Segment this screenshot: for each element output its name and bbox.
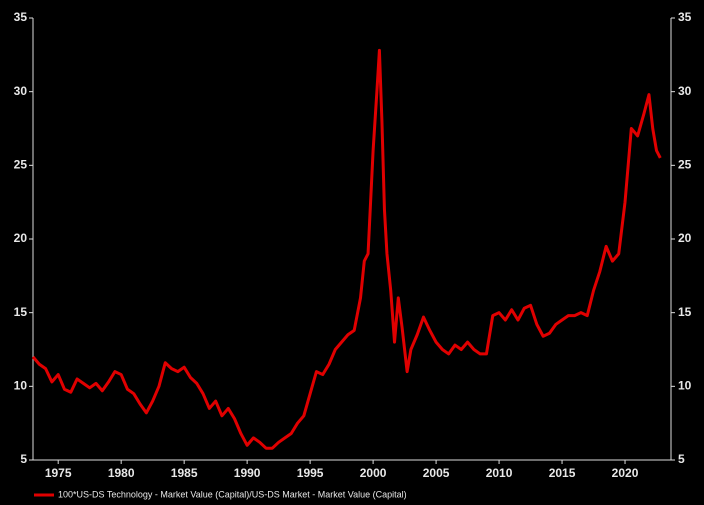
x-tick-label: 2020 — [612, 466, 639, 480]
legend-label: 100*US-DS Technology - Market Value (Cap… — [58, 489, 407, 499]
x-tick-label: 1975 — [45, 466, 72, 480]
y2-tick-label: 25 — [678, 158, 692, 172]
y2-tick-label: 30 — [678, 84, 692, 98]
x-tick-label: 1995 — [297, 466, 324, 480]
y-tick-label: 35 — [14, 10, 28, 24]
y2-tick-label: 10 — [678, 379, 692, 393]
y-tick-label: 20 — [14, 231, 28, 245]
y-tick-label: 5 — [20, 452, 27, 466]
y2-tick-label: 15 — [678, 305, 692, 319]
x-tick-label: 1985 — [171, 466, 198, 480]
y2-tick-label: 20 — [678, 231, 692, 245]
x-tick-label: 2000 — [360, 466, 387, 480]
y2-tick-label: 35 — [678, 10, 692, 24]
data-line — [31, 48, 662, 450]
x-tick-label: 1980 — [108, 466, 135, 480]
y-tick-label: 25 — [14, 158, 28, 172]
y-tick-label: 10 — [14, 379, 28, 393]
y2-tick-label: 5 — [678, 452, 685, 466]
y-tick-label: 30 — [14, 84, 28, 98]
x-tick-label: 2005 — [423, 466, 450, 480]
x-tick-label: 1990 — [234, 466, 261, 480]
x-tick-label: 2010 — [486, 466, 513, 480]
y-tick-label: 15 — [14, 305, 28, 319]
x-tick-label: 2015 — [549, 466, 576, 480]
